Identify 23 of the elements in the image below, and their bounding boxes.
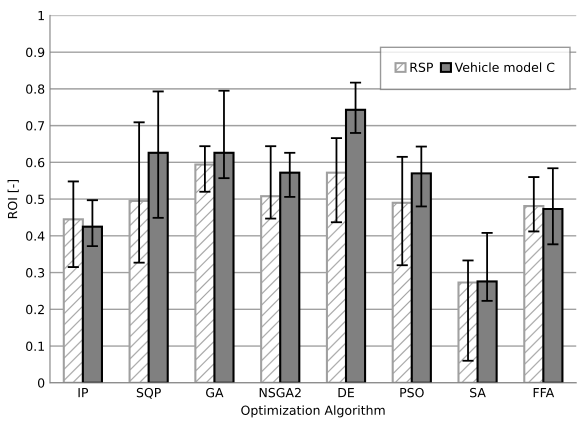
y-tick-label: 0.2	[26, 304, 44, 314]
x-tick-label: PSO	[400, 388, 424, 398]
y-tick-label: 0.8	[26, 84, 44, 94]
x-tick-label: DE	[338, 388, 354, 398]
y-tick-label: 0.1	[26, 342, 44, 351]
y-tick-label: 0.3	[26, 268, 44, 278]
y-tick-label: 0	[38, 378, 44, 388]
y-tick-label: 0.6	[26, 158, 44, 168]
y-tick-label: 0.9	[26, 48, 44, 58]
legend-label: Vehicle model C	[454, 62, 554, 72]
y-tick-label: 1	[38, 11, 44, 20]
y-tick-label: 0.4	[26, 231, 44, 241]
y-axis-title: ROI [-]	[8, 180, 19, 218]
x-tick-label: FFA	[534, 388, 554, 398]
x-axis-title: Optimization Algorithm	[241, 405, 385, 418]
y-tick-label: 0.7	[26, 121, 44, 131]
x-tick-label: IP	[78, 388, 88, 398]
legend-label: RSP	[410, 62, 434, 72]
y-tick-label: 0.5	[26, 194, 44, 204]
x-tick-label: SA	[470, 388, 486, 398]
x-tick-label: SQP	[136, 388, 161, 399]
x-tick-label: NSGA2	[260, 388, 301, 398]
x-tick-label: GA	[206, 388, 224, 398]
